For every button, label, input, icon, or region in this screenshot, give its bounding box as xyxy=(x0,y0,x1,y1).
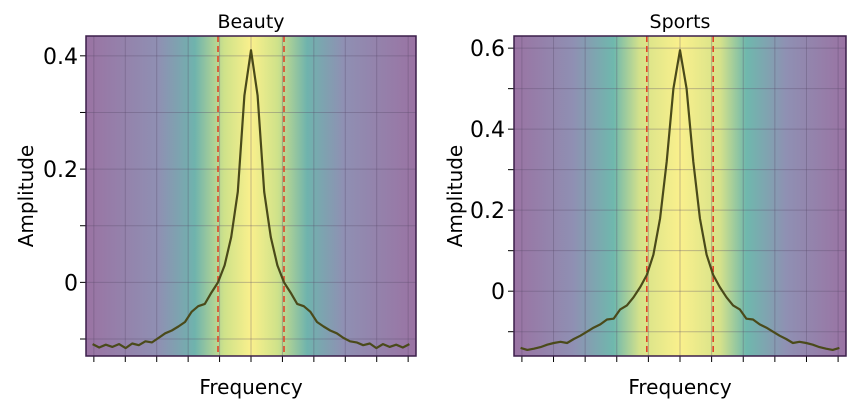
y-tick-label: 0 xyxy=(491,280,505,305)
chart-title: Sports xyxy=(650,11,711,33)
y-axis-label: Amplitude xyxy=(14,145,38,248)
y-tick-label: 0.4 xyxy=(470,118,505,143)
x-axis-label: Frequency xyxy=(199,375,302,399)
y-tick-label: 0.6 xyxy=(470,37,505,62)
y-tick-label: 0.2 xyxy=(470,199,505,224)
chart-panel-beauty: 0 0.2 0.4 Beauty Frequency Amplitude xyxy=(14,11,417,399)
chart-panel-sports: 0 0.2 0.4 0.6 Sports Frequency Amplitude xyxy=(443,11,847,399)
plot-frame xyxy=(85,35,417,357)
plot-background xyxy=(514,36,846,356)
y-tick-label: 0.4 xyxy=(43,45,78,70)
x-axis-label: Frequency xyxy=(628,375,731,399)
plot-background xyxy=(86,36,416,356)
amplitude-series-line xyxy=(92,49,410,350)
y-tick-label: 0.2 xyxy=(43,158,78,183)
y-tick-label: 0 xyxy=(64,271,78,296)
chart-title: Beauty xyxy=(217,11,284,33)
plot-frame xyxy=(513,35,847,357)
y-axis-label: Amplitude xyxy=(443,145,467,248)
amplitude-series-line xyxy=(520,49,840,351)
